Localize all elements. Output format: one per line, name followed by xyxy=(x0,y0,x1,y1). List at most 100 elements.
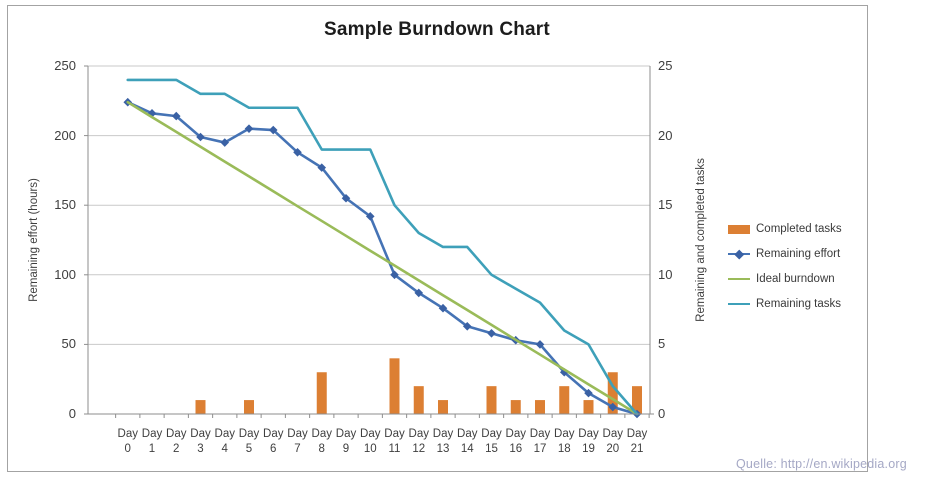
line-remaining-effort xyxy=(126,100,639,416)
right-axis-tick-label: 15 xyxy=(658,197,673,213)
bar-completed-tasks xyxy=(583,400,594,414)
x-axis-tick-label: Day 7 xyxy=(280,427,316,457)
left-axis-tick-label: 150 xyxy=(54,197,76,213)
marker-remaining-effort xyxy=(559,367,569,377)
x-axis-tick-label-line: Day xyxy=(238,428,260,440)
x-axis-tick-label-line: Day xyxy=(554,428,575,440)
x-axis-tick-label-line: Day xyxy=(626,428,648,440)
legend-label: Completed tasks xyxy=(756,222,842,235)
marker-remaining-effort xyxy=(196,132,205,142)
marker-remaining-effort xyxy=(462,322,472,331)
x-axis-tick-label: Day 15 xyxy=(474,427,510,457)
x-axis-tick-label: Day 10 xyxy=(352,427,388,457)
x-axis-tick-label: Day 20 xyxy=(595,427,631,457)
x-axis-tick-label-line: Day xyxy=(481,428,502,440)
x-axis-tick-label: Day 21 xyxy=(619,427,655,457)
marker-remaining-effort xyxy=(244,124,254,133)
chart-title: Sample Burndown Chart xyxy=(324,19,550,40)
legend-swatch-line xyxy=(728,248,750,260)
legend-swatch-line xyxy=(728,273,750,285)
x-axis-tick-label-line: Day xyxy=(529,428,551,440)
bar-completed-tasks xyxy=(535,400,545,414)
bar-completed-tasks xyxy=(559,386,570,414)
marker-remaining-effort xyxy=(365,212,375,221)
legend-swatch-bar xyxy=(728,223,750,235)
x-axis-tick-label-line: Day xyxy=(335,428,357,440)
bar-completed-tasks xyxy=(486,386,497,414)
bar-completed-tasks xyxy=(244,400,254,414)
x-axis-tick-label: Day 4 xyxy=(207,427,243,457)
x-axis-tick-label: Day 17 xyxy=(522,427,558,457)
source-caption: Quelle: http://en.wikipedia.org xyxy=(736,457,907,471)
x-axis-tick-label-line: Day xyxy=(602,428,623,440)
x-axis-tick-label-line: Day xyxy=(141,428,163,440)
right-axis-tick-label: 0 xyxy=(658,406,666,421)
chart-legend: Completed tasks Remaining effort Ideal bur… xyxy=(728,216,878,316)
x-axis-tick-label-line: 1 xyxy=(148,443,156,455)
x-axis-tick-label-line: Day xyxy=(505,428,526,440)
bar-completed-tasks xyxy=(413,386,424,414)
marker-remaining-effort xyxy=(584,388,593,398)
line-remaining-tasks xyxy=(126,78,639,416)
x-axis-tick-label-line: Day xyxy=(578,428,599,440)
x-axis-tick-label-line: 4 xyxy=(221,443,228,455)
x-axis-tick-label-line: 8 xyxy=(318,443,325,455)
line-ideal-burndown xyxy=(126,100,639,416)
legend-item: Ideal burndown xyxy=(728,266,878,291)
x-axis-tick-label-line: 9 xyxy=(342,443,350,455)
x-axis-tick-label-line: 18 xyxy=(557,443,571,455)
bar-completed-tasks xyxy=(510,400,521,414)
x-axis-tick-label: Day 0 xyxy=(110,427,146,457)
x-axis-tick-label-line: Day xyxy=(457,428,478,440)
marker-remaining-effort xyxy=(220,138,230,147)
marker-remaining-effort xyxy=(438,303,448,313)
left-axis-title: Remaining effort (hours) xyxy=(28,178,40,302)
x-axis-tick-label-line: Day xyxy=(190,428,211,440)
x-axis-tick-label-line: 11 xyxy=(388,443,401,455)
bar-completed-tasks xyxy=(438,400,448,414)
x-axis-tick-label: Day 16 xyxy=(498,427,534,457)
x-axis-tick-label: Day 13 xyxy=(425,427,461,457)
x-axis-tick-label: Day 8 xyxy=(304,427,340,457)
left-axis-tick-label: 200 xyxy=(54,127,76,143)
legend-label: Remaining tasks xyxy=(756,297,842,310)
legend-diamond-marker xyxy=(734,249,744,259)
marker-remaining-effort xyxy=(341,193,351,203)
left-axis-tick-label: 50 xyxy=(61,336,76,352)
x-axis-tick-label: Day 11 xyxy=(377,427,413,457)
marker-remaining-effort xyxy=(317,163,327,172)
bar-completed-tasks xyxy=(316,372,327,414)
x-axis-tick-label-line: Day xyxy=(117,428,138,440)
marker-remaining-effort xyxy=(414,288,424,298)
x-axis-tick-label-line: 6 xyxy=(270,443,277,455)
legend-item: Remaining effort xyxy=(728,241,878,266)
right-axis-tick-label: 25 xyxy=(658,58,673,73)
x-axis-tick-label-line: Day xyxy=(287,428,308,440)
x-axis-tick-label-line: Day xyxy=(166,428,187,440)
marker-remaining-effort xyxy=(171,111,181,121)
legend-bar-swatch xyxy=(728,224,750,234)
marker-remaining-effort xyxy=(293,148,302,157)
bar-completed-tasks xyxy=(632,386,642,414)
x-axis-tick-label: Day 19 xyxy=(571,427,607,457)
x-axis-tick-label-line: Day xyxy=(384,428,405,440)
x-axis-tick-label-line: 2 xyxy=(173,443,180,455)
right-axis-title: Remaining and completed tasks xyxy=(695,158,707,322)
x-axis-tick-label-line: 21 xyxy=(630,443,644,455)
x-axis-tick-label: Day 18 xyxy=(546,427,582,457)
x-axis-tick-label-line: Day xyxy=(432,428,454,440)
x-axis-tick-label: Day 14 xyxy=(449,427,485,457)
x-axis-tick-label-line: 7 xyxy=(294,443,301,455)
x-axis-tick-label-line: 17 xyxy=(533,443,547,455)
right-axis-tick-label: 10 xyxy=(658,266,673,282)
x-axis-tick-label-line: 12 xyxy=(412,443,426,455)
bar-completed-tasks xyxy=(607,372,618,414)
x-axis-tick-label-line: 20 xyxy=(606,443,620,455)
legend-line-swatch xyxy=(728,277,750,280)
x-axis-tick-label: Day 1 xyxy=(134,427,170,457)
legend-label: Remaining effort xyxy=(756,247,841,260)
right-axis-tick-label: 20 xyxy=(658,127,673,143)
legend-line-swatch xyxy=(728,302,750,305)
